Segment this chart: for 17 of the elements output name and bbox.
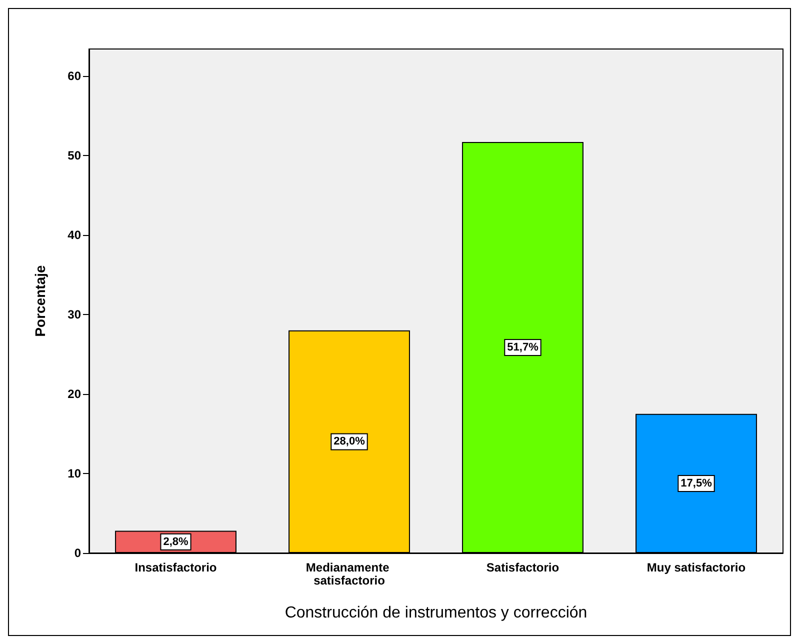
x-tick-label: Insatisfactorio: [134, 560, 217, 574]
data-label: 51,7%: [507, 342, 539, 354]
y-tick-label: 10: [68, 466, 82, 481]
x-tick-label: Satisfactorio: [486, 560, 560, 574]
y-tick-label: 30: [68, 308, 82, 322]
y-tick-label: 40: [68, 228, 82, 242]
y-tick-label: 60: [68, 69, 82, 84]
y-tick-label: 50: [68, 148, 82, 163]
x-tick-label: Muy satisfactorio: [646, 560, 746, 574]
y-tick-label: 0: [74, 546, 82, 560]
y-axis-title: Porcentaje: [32, 264, 48, 337]
data-label: 2,8%: [163, 536, 188, 548]
data-label: 28,0%: [334, 436, 366, 448]
y-tick-label: 20: [68, 387, 82, 402]
x-tick-label: Medianamente satisfactorio: [306, 560, 393, 588]
x-axis-title: Construcción de instrumentos y corrección: [284, 604, 588, 622]
data-label: 17,5%: [680, 477, 712, 490]
